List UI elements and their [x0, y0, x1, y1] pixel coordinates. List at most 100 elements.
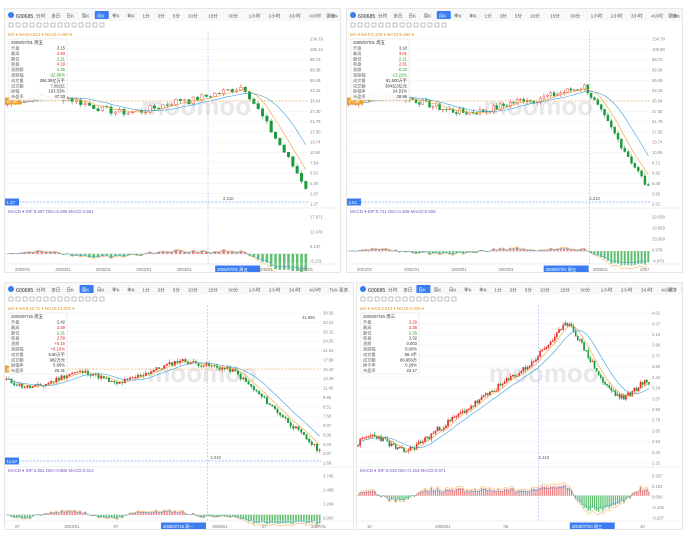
drawing-tool-icon[interactable]	[430, 296, 436, 302]
drawing-tool-icon[interactable]	[399, 22, 405, 28]
drawing-tool-icon[interactable]	[392, 22, 398, 28]
tab-12[interactable]: 30分	[228, 13, 238, 20]
drawing-tool-icon[interactable]	[388, 296, 394, 302]
drawing-tool-icon[interactable]	[360, 296, 366, 302]
tab-10[interactable]: 10分	[530, 13, 540, 20]
tab-0[interactable]: 分时	[36, 287, 46, 294]
tab-6[interactable]: 年K	[469, 13, 478, 20]
tab-11[interactable]: 15分	[560, 287, 570, 294]
tab-6[interactable]: 年K	[127, 287, 136, 294]
drawing-tool-icon[interactable]	[364, 22, 370, 28]
tab-6[interactable]: 年K	[127, 13, 136, 20]
drawing-tool-icon[interactable]	[85, 296, 91, 302]
tab-9[interactable]: 5分	[173, 287, 181, 294]
tab-16[interactable]: 4小时	[661, 287, 673, 294]
tab-13[interactable]: 1小时	[249, 287, 261, 294]
ma-indicator-line[interactable]: MA ▾ MA5:6.100 ▾ MA10:5.592 ▾	[350, 32, 414, 37]
tab-15[interactable]: 3小时	[641, 287, 653, 294]
tab-3[interactable]: 周K	[424, 14, 433, 20]
tab-1[interactable]: 多日	[51, 287, 60, 294]
drawing-tool-icon[interactable]	[29, 22, 35, 28]
tab-5[interactable]: 季K	[454, 13, 463, 20]
tab-15[interactable]: 3小时	[289, 13, 301, 20]
tab-16[interactable]: 4小时	[309, 287, 321, 294]
drawing-tool-icon[interactable]	[78, 22, 84, 28]
drawing-tool-icon[interactable]	[416, 296, 422, 302]
more-tab[interactable]: 更多	[339, 287, 349, 294]
drawing-tool-icon[interactable]	[420, 22, 426, 28]
drawing-tool-icon[interactable]	[371, 22, 377, 28]
tab-5[interactable]: 季K	[464, 287, 473, 294]
tab-12[interactable]: 30分	[228, 287, 238, 294]
drawing-tool-icon[interactable]	[57, 296, 63, 302]
tab-17[interactable]: Tick	[681, 288, 683, 293]
drawing-tool-icon[interactable]	[451, 296, 457, 302]
macd-indicator-line[interactable]: MACD ▾ DIF:8.587 DEA:6.296 MACD:4.581	[8, 209, 94, 214]
tab-14[interactable]: 2小时	[621, 287, 633, 294]
tab-6[interactable]: 年K	[479, 287, 488, 294]
tab-13[interactable]: 1小时	[249, 13, 261, 20]
tab-3[interactable]: 周K	[82, 14, 91, 20]
drawing-tool-icon[interactable]	[350, 22, 356, 28]
tab-11[interactable]: 15分	[550, 13, 560, 20]
tab-10[interactable]: 10分	[188, 13, 198, 20]
tab-15[interactable]: 3小时	[631, 13, 643, 20]
tab-4[interactable]: 月K	[97, 288, 106, 294]
drawing-tool-icon[interactable]	[92, 296, 98, 302]
drawing-tool-icon[interactable]	[15, 296, 21, 302]
drawing-tool-icon[interactable]	[357, 22, 363, 28]
tab-8[interactable]: 3分	[500, 13, 508, 20]
tab-17[interactable]: Tick	[671, 14, 680, 19]
drawing-tool-icon[interactable]	[444, 296, 450, 302]
tab-5[interactable]: 季K	[112, 287, 121, 294]
tab-10[interactable]: 10分	[188, 287, 198, 294]
drawing-tool-icon[interactable]	[8, 22, 14, 28]
more-tab[interactable]: 更多	[326, 13, 336, 20]
tab-1[interactable]: 多日	[403, 287, 412, 294]
tab-0[interactable]: 分时	[388, 287, 398, 294]
tab-7[interactable]: 1分	[484, 13, 492, 20]
drawing-tool-icon[interactable]	[423, 296, 429, 302]
tab-0[interactable]: 分时	[36, 13, 46, 20]
drawing-tool-icon[interactable]	[43, 22, 49, 28]
tab-5[interactable]: 季K	[112, 13, 121, 20]
tab-4[interactable]: 月K	[439, 14, 448, 20]
tab-7[interactable]: 1分	[494, 287, 502, 294]
tab-4[interactable]: 月K	[449, 288, 458, 294]
drawing-tool-icon[interactable]	[406, 22, 412, 28]
tab-9[interactable]: 5分	[515, 13, 523, 20]
drawing-tool-icon[interactable]	[381, 296, 387, 302]
tab-9[interactable]: 5分	[525, 287, 533, 294]
tab-2[interactable]: 日K	[418, 288, 427, 294]
drawing-tool-icon[interactable]	[22, 296, 28, 302]
drawing-tool-icon[interactable]	[434, 22, 440, 28]
ma-indicator-line[interactable]: MA ▾ MA5:6.813 ▾ MA10:4.960 ▾	[8, 32, 72, 37]
drawing-tool-icon[interactable]	[8, 296, 14, 302]
tab-1[interactable]: 多日	[51, 13, 60, 20]
tab-11[interactable]: 15分	[208, 287, 218, 294]
drawing-tool-icon[interactable]	[92, 22, 98, 28]
tab-3[interactable]: 周K	[434, 288, 443, 294]
drawing-tool-icon[interactable]	[71, 296, 77, 302]
drawing-tool-icon[interactable]	[50, 22, 56, 28]
drawing-tool-icon[interactable]	[385, 22, 391, 28]
tab-2[interactable]: 日K	[408, 14, 417, 20]
drawing-tool-icon[interactable]	[78, 296, 84, 302]
drawing-tool-icon[interactable]	[427, 22, 433, 28]
tab-17[interactable]: Tick	[329, 14, 338, 19]
tab-15[interactable]: 3小时	[289, 287, 301, 294]
drawing-tool-icon[interactable]	[36, 22, 42, 28]
tab-16[interactable]: 4小时	[651, 13, 663, 20]
tab-16[interactable]: 4小时	[309, 13, 321, 20]
macd-indicator-line[interactable]: MACD ▾ DIF:3.851 DEA:0.888 MACD:0.814	[8, 468, 94, 473]
drawing-tool-icon[interactable]	[22, 22, 28, 28]
tab-4[interactable]: 月K	[97, 14, 106, 20]
tab-8[interactable]: 3分	[158, 287, 166, 294]
tab-3[interactable]: 周K	[82, 288, 91, 294]
tab-10[interactable]: 10分	[540, 287, 550, 294]
drawing-tool-icon[interactable]	[402, 296, 408, 302]
drawing-tool-icon[interactable]	[43, 296, 49, 302]
drawing-tool-icon[interactable]	[64, 296, 70, 302]
drawing-tool-icon[interactable]	[99, 22, 105, 28]
drawing-tool-icon[interactable]	[50, 296, 56, 302]
